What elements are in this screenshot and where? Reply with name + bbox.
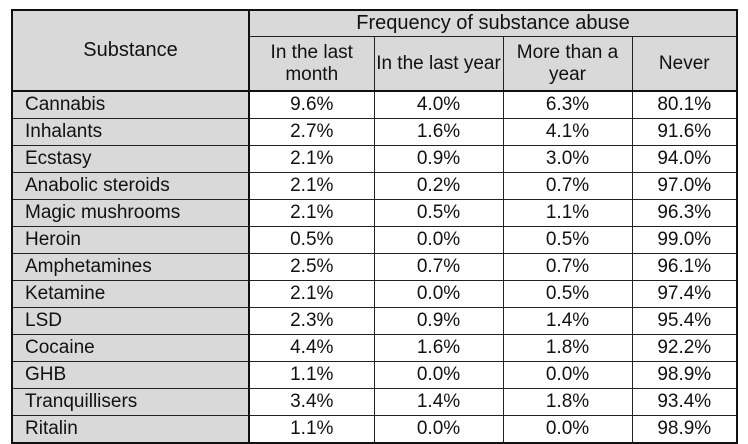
value-cell-more-than-year: 0.7%	[502, 172, 633, 200]
value-cell-never: 80.1%	[631, 90, 738, 119]
value-cell-never: 91.6%	[631, 118, 738, 146]
substance-name-cell: Ecstasy	[11, 145, 250, 173]
value-cell-last-year: 1.6%	[373, 118, 504, 146]
table-row: Cannabis 9.6% 4.0% 6.3% 80.1%	[11, 90, 738, 119]
value-cell-never: 98.9%	[631, 361, 738, 389]
value-cell-more-than-year: 0.0%	[502, 415, 633, 444]
value-cell-never: 97.4%	[631, 280, 738, 308]
table-row: Anabolic steroids 2.1% 0.2% 0.7% 97.0%	[11, 172, 738, 200]
value-cell-more-than-year: 0.5%	[502, 226, 633, 254]
value-cell-more-than-year: 3.0%	[502, 145, 633, 173]
value-cell-last-month: 2.1%	[248, 172, 375, 200]
substance-name-cell: Cannabis	[11, 90, 250, 119]
substance-name-cell: Magic mushrooms	[11, 199, 250, 227]
column-header-last-month: In the last month	[248, 36, 375, 92]
value-cell-never: 99.0%	[631, 226, 738, 254]
value-cell-last-year: 0.7%	[373, 253, 504, 281]
table-row: Magic mushrooms 2.1% 0.5% 1.1% 96.3%	[11, 199, 738, 227]
substance-column-header: Substance	[11, 9, 250, 92]
table-row: Ecstasy 2.1% 0.9% 3.0% 94.0%	[11, 145, 738, 173]
value-cell-last-year: 0.9%	[373, 145, 504, 173]
substance-name-cell: LSD	[11, 307, 250, 335]
value-cell-more-than-year: 6.3%	[502, 90, 633, 119]
value-cell-last-month: 0.5%	[248, 226, 375, 254]
value-cell-more-than-year: 1.8%	[502, 334, 633, 362]
value-cell-last-year: 0.0%	[373, 226, 504, 254]
table-row: Ritalin 1.1% 0.0% 0.0% 98.9%	[11, 415, 738, 444]
value-cell-more-than-year: 0.0%	[502, 361, 633, 389]
table-row: Inhalants 2.7% 1.6% 4.1% 91.6%	[11, 118, 738, 146]
substance-name-cell: Amphetamines	[11, 253, 250, 281]
value-cell-last-month: 2.7%	[248, 118, 375, 146]
value-cell-last-month: 2.5%	[248, 253, 375, 281]
substance-name-cell: Inhalants	[11, 118, 250, 146]
value-cell-more-than-year: 1.8%	[502, 388, 633, 416]
value-cell-never: 92.2%	[631, 334, 738, 362]
value-cell-last-year: 0.0%	[373, 415, 504, 444]
value-cell-never: 95.4%	[631, 307, 738, 335]
value-cell-more-than-year: 0.5%	[502, 280, 633, 308]
value-cell-never: 98.9%	[631, 415, 738, 444]
value-cell-never: 96.3%	[631, 199, 738, 227]
value-cell-last-year: 0.0%	[373, 280, 504, 308]
value-cell-last-month: 3.4%	[248, 388, 375, 416]
substance-name-cell: Cocaine	[11, 334, 250, 362]
value-cell-last-month: 1.1%	[248, 361, 375, 389]
frequency-group-header: Frequency of substance abuse	[248, 9, 738, 37]
value-cell-never: 93.4%	[631, 388, 738, 416]
value-cell-last-month: 4.4%	[248, 334, 375, 362]
substance-name-cell: Tranquillisers	[11, 388, 250, 416]
value-cell-last-month: 2.1%	[248, 199, 375, 227]
value-cell-last-year: 0.5%	[373, 199, 504, 227]
column-header-last-year: In the last year	[373, 36, 504, 92]
value-cell-never: 96.1%	[631, 253, 738, 281]
substance-name-cell: GHB	[11, 361, 250, 389]
value-cell-last-month: 9.6%	[248, 90, 375, 119]
substance-name-cell: Anabolic steroids	[11, 172, 250, 200]
value-cell-last-year: 4.0%	[373, 90, 504, 119]
value-cell-never: 94.0%	[631, 145, 738, 173]
table-row: Tranquillisers 3.4% 1.4% 1.8% 93.4%	[11, 388, 738, 416]
table-header: Substance Frequency of substance abuse I…	[11, 9, 738, 92]
value-cell-more-than-year: 4.1%	[502, 118, 633, 146]
value-cell-more-than-year: 0.7%	[502, 253, 633, 281]
value-cell-last-year: 0.0%	[373, 361, 504, 389]
table-row: Cocaine 4.4% 1.6% 1.8% 92.2%	[11, 334, 738, 362]
value-cell-last-month: 2.3%	[248, 307, 375, 335]
value-cell-more-than-year: 1.4%	[502, 307, 633, 335]
substance-name-cell: Heroin	[11, 226, 250, 254]
table-row: LSD 2.3% 0.9% 1.4% 95.4%	[11, 307, 738, 335]
table-row: GHB 1.1% 0.0% 0.0% 98.9%	[11, 361, 738, 389]
column-header-more-than-year: More than a year	[502, 36, 633, 92]
value-cell-never: 97.0%	[631, 172, 738, 200]
table-row: Heroin 0.5% 0.0% 0.5% 99.0%	[11, 226, 738, 254]
substance-name-cell: Ritalin	[11, 415, 250, 444]
column-header-never: Never	[631, 36, 738, 92]
value-cell-last-year: 0.9%	[373, 307, 504, 335]
value-cell-more-than-year: 1.1%	[502, 199, 633, 227]
table-body: Cannabis 9.6% 4.0% 6.3% 80.1% Inhalants 2.7% 1.…	[11, 90, 738, 444]
value-cell-last-month: 2.1%	[248, 280, 375, 308]
value-cell-last-year: 1.6%	[373, 334, 504, 362]
value-cell-last-year: 0.2%	[373, 172, 504, 200]
value-cell-last-year: 1.4%	[373, 388, 504, 416]
value-cell-last-month: 1.1%	[248, 415, 375, 444]
substance-name-cell: Ketamine	[11, 280, 250, 308]
value-cell-last-month: 2.1%	[248, 145, 375, 173]
table-row: Ketamine 2.1% 0.0% 0.5% 97.4%	[11, 280, 738, 308]
substance-abuse-table: Substance Frequency of substance abuse I…	[11, 9, 739, 444]
table-row: Amphetamines 2.5% 0.7% 0.7% 96.1%	[11, 253, 738, 281]
